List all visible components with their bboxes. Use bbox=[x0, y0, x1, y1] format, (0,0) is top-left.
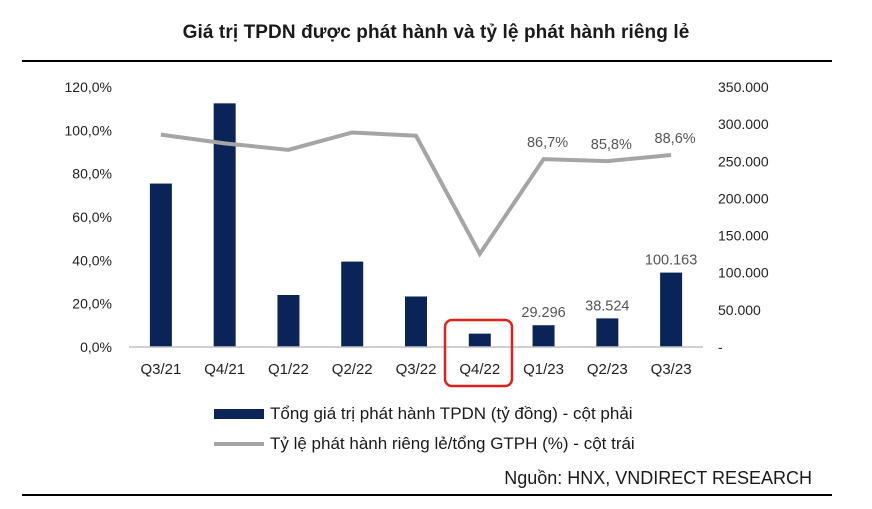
bar bbox=[660, 272, 683, 347]
left-tick-label: 80,0% bbox=[72, 166, 112, 182]
legend-item-bar: Tổng giá trị phát hành TPDN (tỷ đồng) - … bbox=[214, 404, 633, 424]
right-tick-label: 200.000 bbox=[718, 190, 769, 206]
category-label: Q4/22 bbox=[459, 361, 500, 378]
legend-swatch-bar bbox=[214, 409, 264, 419]
right-tick-label: 250.000 bbox=[718, 153, 769, 169]
bar bbox=[213, 103, 236, 347]
bar bbox=[149, 183, 172, 347]
category-label: Q3/21 bbox=[140, 361, 181, 378]
bar-data-label: 29.296 bbox=[521, 305, 565, 321]
line-data-label: 85,8% bbox=[591, 137, 632, 153]
left-tick-label: 40,0% bbox=[72, 252, 112, 268]
category-label: Q1/22 bbox=[268, 361, 309, 378]
bar bbox=[468, 333, 491, 347]
legend-label-line: Tỷ lệ phát hành riêng lẻ/tổng GTPH (%) -… bbox=[270, 434, 635, 453]
right-tick-label: 100.000 bbox=[718, 265, 769, 281]
bottom-rule bbox=[22, 494, 832, 496]
right-tick-label: 300.000 bbox=[718, 116, 769, 132]
line-data-label: 86,7% bbox=[527, 135, 568, 151]
right-tick-label: 350.000 bbox=[718, 79, 769, 95]
left-tick-label: 60,0% bbox=[72, 209, 112, 225]
bar bbox=[532, 325, 555, 347]
bar bbox=[405, 296, 427, 347]
legend-item-line: Tỷ lệ phát hành riêng lẻ/tổng GTPH (%) -… bbox=[214, 434, 635, 454]
legend-label-bar: Tổng giá trị phát hành TPDN (tỷ đồng) - … bbox=[270, 404, 633, 423]
category-label: Q1/23 bbox=[523, 361, 564, 378]
bar bbox=[341, 261, 364, 347]
left-tick-label: 120,0% bbox=[65, 79, 112, 95]
right-tick-label: - bbox=[718, 339, 723, 355]
right-tick-label: 50.000 bbox=[718, 302, 761, 318]
right-tick-label: 150.000 bbox=[718, 228, 769, 244]
line-data-label: 88,6% bbox=[655, 131, 696, 147]
left-tick-label: 20,0% bbox=[72, 296, 112, 312]
top-rule bbox=[22, 60, 832, 62]
right-axis-ticks: - 50.000 100.000 150.000 200.000 250.000 300.0… bbox=[718, 79, 769, 355]
line-series bbox=[160, 130, 672, 258]
bar-data-label: 100.163 bbox=[645, 253, 697, 269]
bar-series bbox=[149, 103, 683, 347]
category-label: Q2/22 bbox=[332, 361, 373, 378]
highlight-box bbox=[443, 318, 514, 388]
bar-data-label: 38.524 bbox=[585, 298, 629, 314]
left-axis-ticks: 0,0% 20,0% 40,0% 60,0% 80,0% 100,0% 120,0% bbox=[65, 79, 112, 355]
data-labels: 29.296 38.524 100.163 86,7% 85,8% 88,6% bbox=[521, 131, 697, 321]
source-note: Nguồn: HNX, VNDIRECT RESEARCH bbox=[504, 468, 812, 488]
category-label: Q3/22 bbox=[396, 361, 437, 378]
bar bbox=[277, 295, 300, 347]
chart-title: Giá trị TPDN được phát hành và tỷ lệ phá… bbox=[182, 22, 690, 43]
bar bbox=[596, 318, 619, 347]
category-label: Q2/23 bbox=[587, 361, 628, 378]
category-label: Q4/21 bbox=[204, 361, 245, 378]
category-label: Q3/23 bbox=[651, 361, 692, 378]
left-tick-label: 100,0% bbox=[65, 122, 112, 138]
legend-swatch-line bbox=[214, 442, 264, 446]
left-tick-label: 0,0% bbox=[80, 339, 112, 355]
category-labels: Q3/21 Q4/21 Q1/22 Q2/22 Q3/22 Q4/22 Q1/23 Q2/23… bbox=[140, 361, 691, 378]
line-path bbox=[160, 130, 672, 258]
